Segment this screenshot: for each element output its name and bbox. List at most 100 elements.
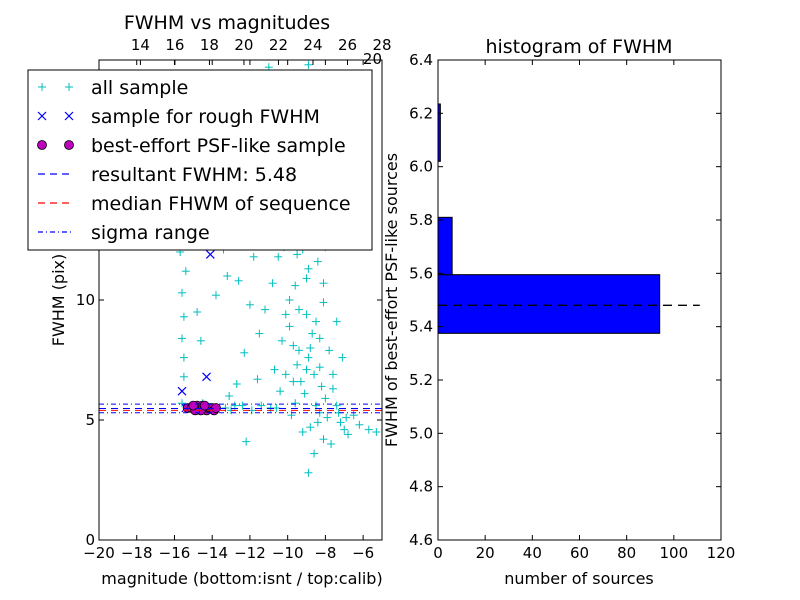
- y-tick-label: 5.8: [409, 211, 433, 229]
- legend-label: all sample: [91, 77, 188, 99]
- top-tick-label: 26: [338, 36, 357, 54]
- data-point: [294, 305, 303, 314]
- legend-entry: median FHWM of sequence: [38, 193, 351, 215]
- data-point: [177, 386, 187, 396]
- data-point: [315, 334, 324, 343]
- legend-marker: [64, 111, 74, 121]
- data-point: [340, 425, 349, 434]
- x-tick-label: −14: [196, 544, 228, 562]
- right-axis-top-label: 20: [363, 50, 382, 68]
- y-tick-label: 4.8: [409, 478, 433, 496]
- legend-entry: sigma range: [38, 222, 210, 244]
- data-point: [332, 401, 341, 410]
- data-point: [274, 252, 283, 261]
- legend-label: resultant FWHM: 5.48: [91, 164, 297, 186]
- legend-marker: [37, 140, 47, 150]
- y-tick-label: 10: [76, 291, 95, 309]
- data-point: [304, 264, 313, 273]
- data-point: [310, 370, 319, 379]
- top-tick-label: 16: [165, 36, 184, 54]
- top-tick-label: 14: [131, 36, 150, 54]
- data-point: [289, 377, 298, 386]
- data-point: [293, 360, 302, 369]
- data-point: [245, 300, 254, 309]
- data-point: [310, 449, 319, 458]
- data-point: [304, 60, 313, 69]
- data-point: [281, 370, 290, 379]
- data-point: [270, 365, 279, 374]
- histogram-y-ticks: 4.6 4.8 5.0 5.2 5.4 5.6 5.8 6.0 6.2 6.4: [409, 51, 721, 549]
- y-tick-label: 6.0: [409, 158, 433, 176]
- data-point: [179, 372, 188, 381]
- y-tick-label: 5.0: [409, 424, 433, 442]
- y-tick-label: 6.2: [409, 104, 433, 122]
- histogram-panel: histogram of FWHM 0 20 40 60 80 100 120 4.6 4.8…: [382, 36, 735, 588]
- legend-marker: [38, 83, 46, 91]
- legend-label: sample for rough FWHM: [91, 106, 320, 128]
- data-point: [276, 387, 285, 396]
- data-point: [293, 250, 302, 259]
- x-tick-label: −18: [121, 544, 153, 562]
- y-tick-label: 5.6: [409, 264, 433, 282]
- histogram-bars: [437, 103, 661, 334]
- x-tick-label: −12: [234, 544, 266, 562]
- data-point: [232, 380, 241, 388]
- data-point: [188, 400, 199, 411]
- x-tick-label: 100: [660, 544, 689, 562]
- y-tick-label: 6.4: [409, 51, 433, 69]
- y-tick-label: 4.6: [409, 531, 433, 549]
- y-tick-label: 5: [85, 411, 95, 429]
- x-tick-label: −10: [272, 544, 304, 562]
- data-point: [308, 329, 317, 338]
- legend-label: best-effort PSF-like sample: [91, 135, 346, 157]
- legend-entry: resultant FWHM: 5.48: [38, 164, 297, 186]
- x-tick-label: −20: [83, 544, 115, 562]
- data-point: [181, 267, 190, 276]
- data-point: [268, 279, 277, 288]
- x-tick-label: −8: [314, 544, 336, 562]
- data-point: [253, 375, 262, 384]
- legend-entry: all sample: [38, 77, 188, 99]
- data-point: [238, 401, 247, 410]
- data-point: [193, 308, 202, 316]
- data-point: [372, 428, 381, 436]
- y-tick-label: 5.2: [409, 371, 433, 389]
- data-point: [338, 353, 347, 362]
- data-point: [223, 272, 232, 280]
- data-point: [355, 420, 364, 429]
- data-point: [327, 440, 336, 448]
- top-tick-label: 22: [269, 36, 288, 54]
- data-point: [234, 276, 243, 285]
- data-point: [249, 252, 258, 261]
- histogram-x-axis-label: number of sources: [504, 569, 654, 588]
- histogram-y-axis-label: FWHM of best-effort PSF-like sources: [382, 153, 401, 447]
- data-point: [313, 257, 322, 266]
- top-tick-label: 24: [303, 36, 322, 54]
- data-point: [242, 437, 251, 446]
- histogram-title: histogram of FWHM: [485, 36, 672, 58]
- x-tick-label: 0: [433, 544, 443, 562]
- y-tick-label: 5.4: [409, 318, 433, 336]
- data-point: [319, 279, 328, 288]
- data-point: [179, 353, 188, 362]
- data-point: [179, 312, 188, 321]
- data-point: [328, 370, 337, 379]
- legend-label: median FHWM of sequence: [91, 193, 351, 215]
- data-point: [278, 336, 287, 345]
- data-point: [304, 468, 313, 477]
- legend-marker: [65, 83, 73, 91]
- x-tick-label: 80: [617, 544, 636, 562]
- data-point: [202, 372, 211, 382]
- data-point: [319, 298, 328, 307]
- data-point: [304, 353, 313, 362]
- scatter-x-axis-label: magnitude (bottom:isnt / top:calib): [101, 569, 382, 588]
- data-point: [317, 382, 326, 391]
- top-tick-label: 18: [200, 36, 219, 54]
- scatter-y-ticks: 0 5 10: [76, 291, 382, 549]
- histogram-bar: [437, 274, 661, 334]
- data-point: [255, 329, 264, 338]
- data-point: [291, 281, 300, 290]
- data-point: [336, 418, 345, 427]
- data-point: [296, 377, 305, 386]
